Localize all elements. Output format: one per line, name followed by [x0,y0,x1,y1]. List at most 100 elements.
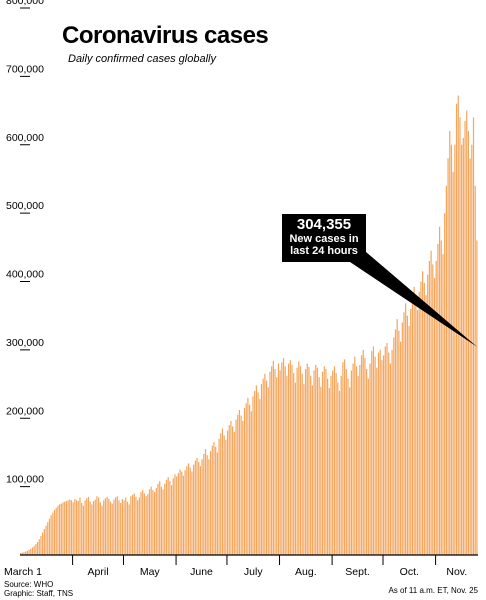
bar [220,433,222,555]
bar [189,467,191,555]
y-tick-label: 700,000 [6,63,44,75]
bar [108,498,110,555]
bar [406,315,408,555]
bar [328,388,330,555]
bar [269,371,271,555]
bar [28,549,30,555]
bar [323,366,325,555]
bar [438,226,441,556]
bar [47,522,49,555]
bar [242,420,244,555]
bar [155,487,157,555]
bar [276,377,278,555]
bar [318,377,320,555]
bar [184,470,186,555]
bar [125,497,127,555]
bar [398,330,400,555]
bar [40,535,42,555]
bar [250,411,252,555]
bar [357,375,359,555]
bar [396,319,398,555]
bar [64,501,66,555]
bar [145,496,147,555]
x-tick-label: July [244,566,263,578]
bar [343,359,346,555]
bar [65,500,67,555]
bar [154,492,156,555]
bar [169,481,171,555]
bar [332,370,334,555]
bar [181,471,183,555]
bar [432,264,434,555]
bar [157,483,159,555]
bar [301,373,303,555]
bar [327,378,329,555]
bar [206,455,208,555]
bar [45,525,47,555]
x-tick-label: May [140,566,161,578]
bar [338,390,341,555]
bar [123,500,125,555]
bar [38,539,40,555]
bar [106,496,108,555]
bar-series [20,95,478,556]
x-tick-label: Aug. [295,566,317,578]
bar [69,499,71,555]
x-axis: March 1 April May June July Aug. Sept. Oct. Nov. [4,554,478,578]
callout-box: 304,355 New cases in last 24 hours [282,214,366,262]
bar [376,367,378,555]
bar [226,430,229,555]
bar [260,384,263,555]
bar [140,492,142,555]
bar [172,478,174,555]
bar [461,144,463,555]
bar [20,552,22,555]
bar [355,366,358,555]
bar [416,310,419,555]
bar [350,370,352,555]
bar [75,500,78,555]
bar [121,498,123,555]
bar [30,548,32,555]
bar [150,486,152,556]
y-tick-label: 200,000 [6,405,44,417]
bar [352,363,354,555]
bar [281,362,283,555]
bar [201,459,203,555]
bar [435,260,437,555]
bar [159,481,161,555]
bar [170,485,173,555]
bar [267,387,269,555]
bar [333,366,336,555]
bar [126,501,129,555]
bar [164,483,166,555]
bar [237,414,239,555]
bar [433,278,436,555]
bar [84,500,86,555]
bar [116,496,118,555]
bar [203,453,205,555]
bar [418,291,420,555]
bar [415,298,417,555]
bar [449,131,451,555]
bar [444,213,446,556]
bar [291,364,293,555]
bar [196,457,198,555]
footer-credits: Source: WHO Graphic: Staff, TNS [4,580,73,598]
bar [111,503,113,555]
bar [91,504,93,555]
bar [162,489,164,555]
bar [67,500,69,555]
bar [211,445,213,555]
bar [401,322,403,555]
bar [199,466,202,555]
bar [208,459,210,555]
callout-pointer [350,252,478,347]
y-tick-label: 400,000 [6,269,44,281]
bar [371,351,373,555]
bar [114,497,117,555]
bar [259,399,261,555]
bar [160,486,162,556]
bar [304,369,307,555]
bar [445,185,447,555]
